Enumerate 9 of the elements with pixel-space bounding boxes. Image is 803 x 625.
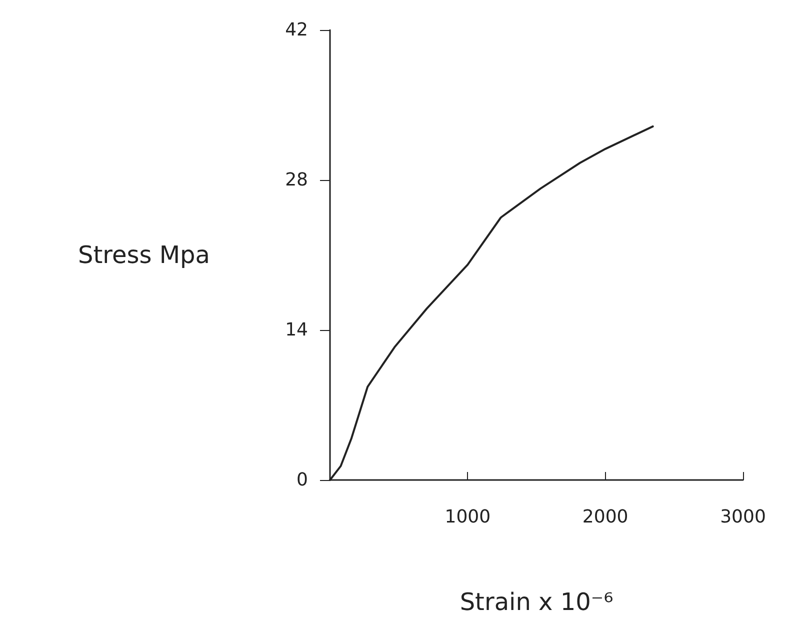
x-tick-label: 2000: [582, 506, 628, 528]
y-axis-title: Stress Mpa: [78, 241, 210, 269]
y-tick-label: 14: [285, 320, 308, 340]
y-tick-label: 28: [285, 170, 308, 190]
y-tick-label: 0: [296, 470, 308, 490]
x-tick-label: 1000: [444, 506, 491, 528]
x-axis-title: Strain x 10⁻⁶: [460, 588, 614, 616]
y-tick-label: 42: [285, 20, 308, 40]
x-tick-label: 3000: [720, 506, 766, 528]
